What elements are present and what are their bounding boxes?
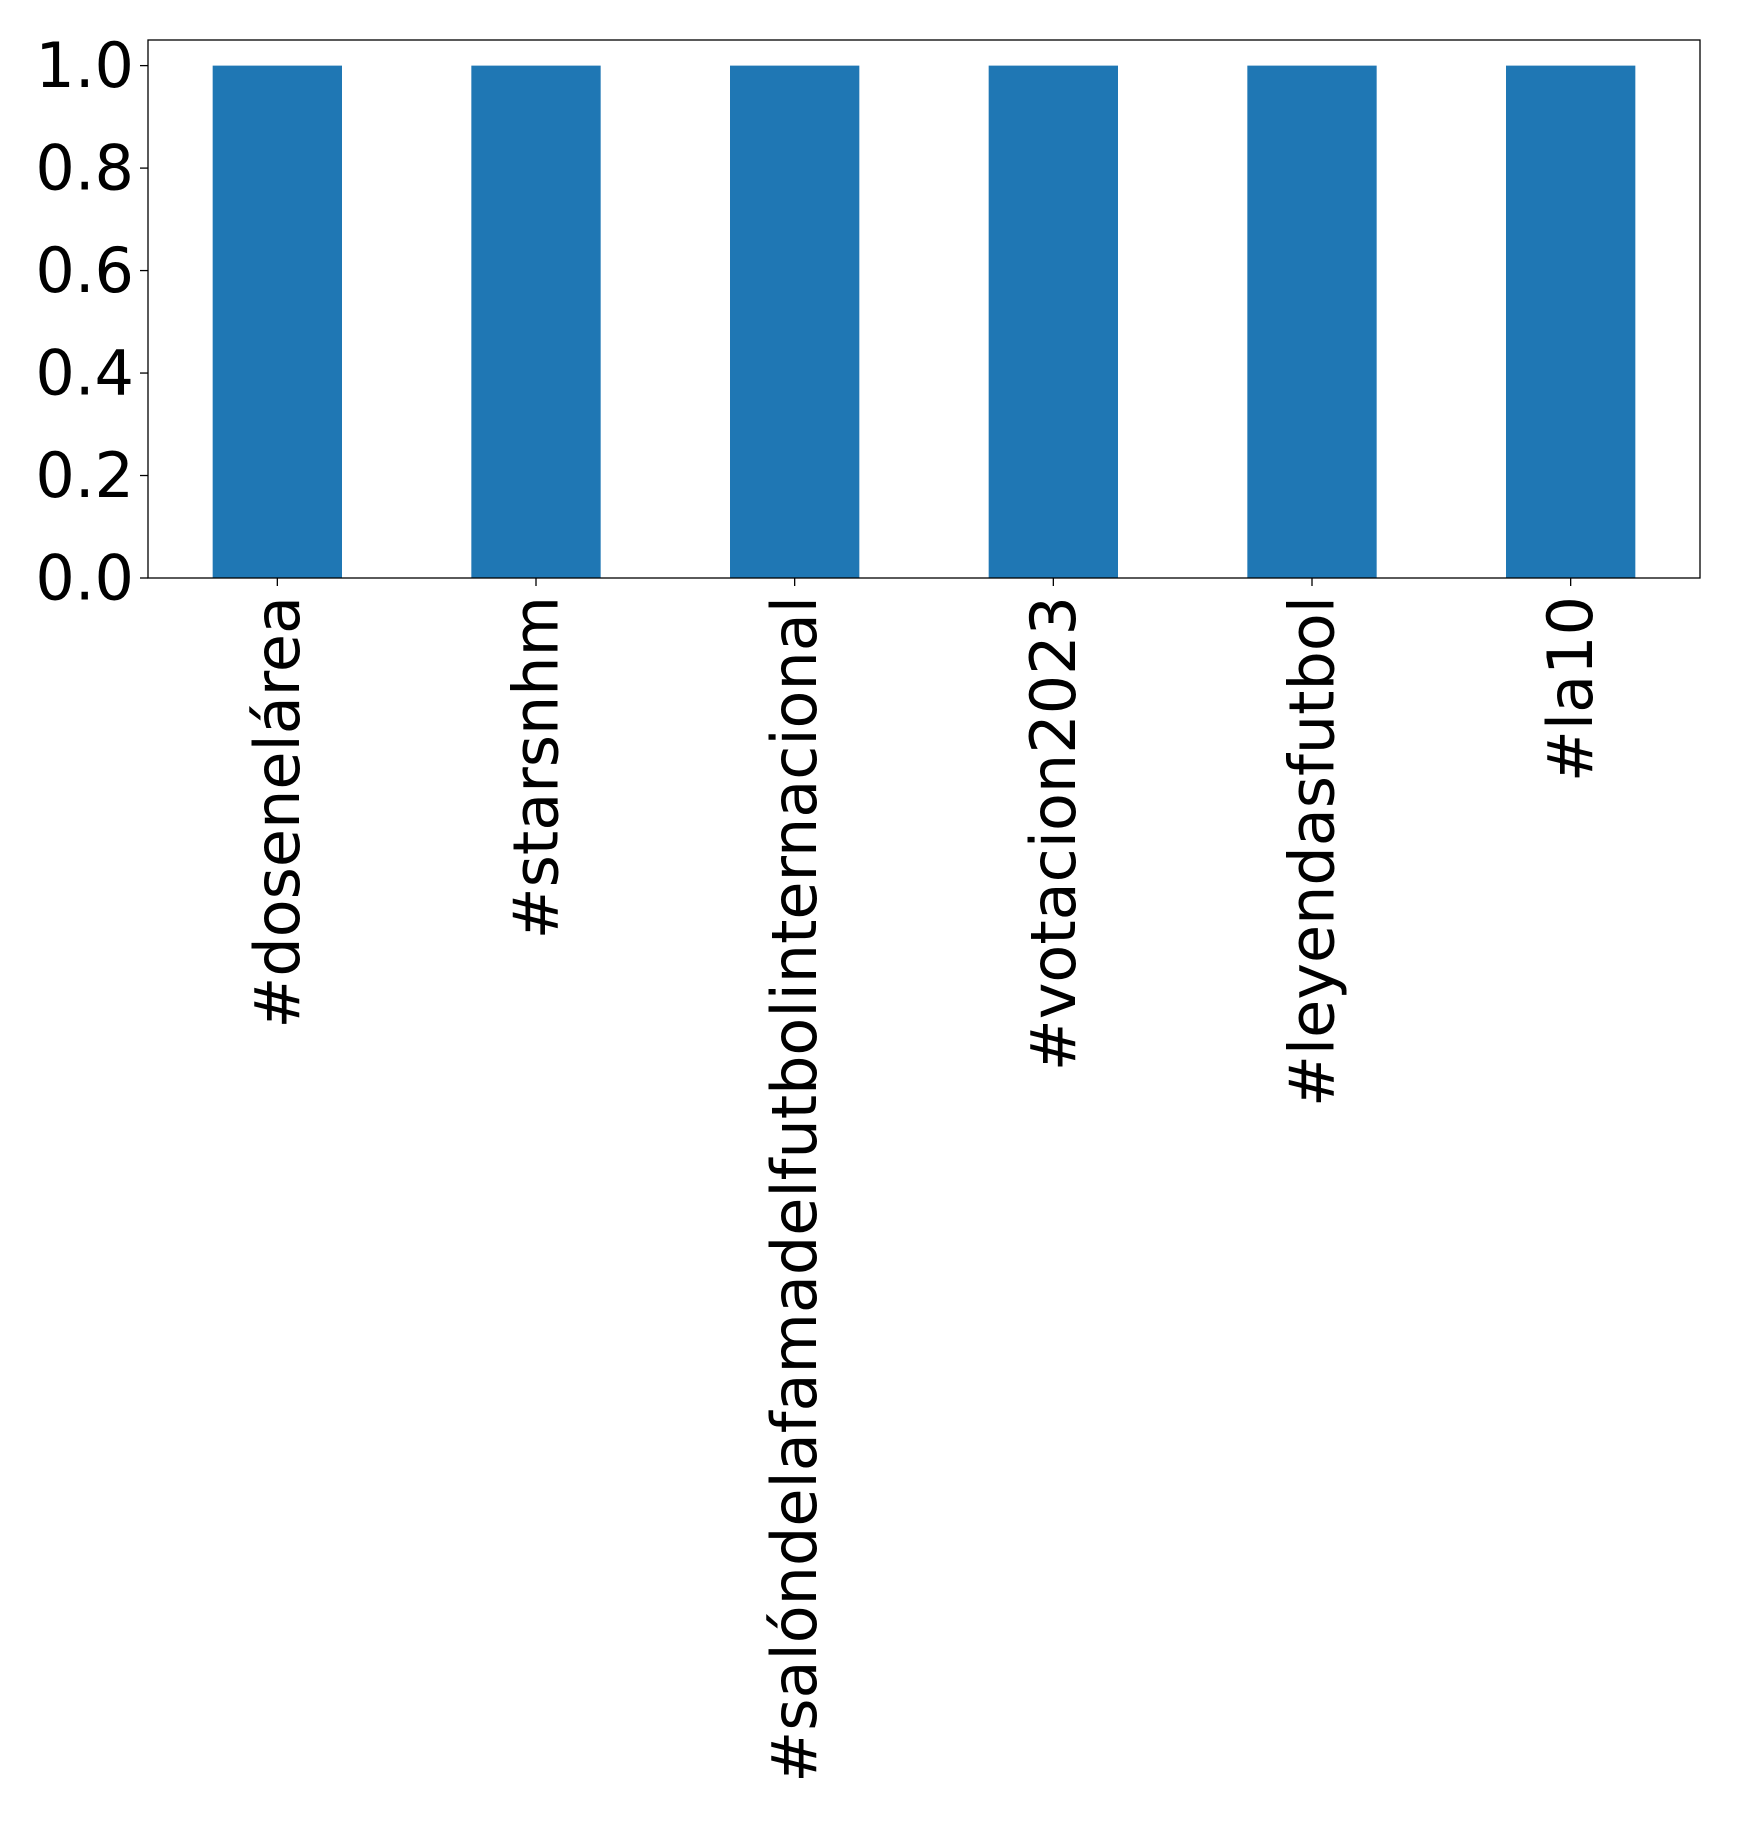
- axes-layer: [147, 39, 1701, 579]
- plot-area: [148, 40, 1700, 578]
- axes-frame: [147, 39, 1701, 579]
- x-tick-label: #salóndelafamadelfutbolinternacional: [758, 596, 831, 1783]
- bar-2: [471, 65, 601, 579]
- x-ticks: #dosenelárea #starsnhm #salóndelafamadelfu…: [241, 578, 1607, 1783]
- bars-layer: [212, 65, 1636, 579]
- y-tick-label: 0.8: [35, 132, 134, 205]
- x-tick-label: #votacion2023: [1017, 596, 1090, 1071]
- y-tick-label: 0.2: [35, 439, 134, 512]
- x-tick-label: #starsnhm: [500, 596, 573, 939]
- bar-3: [730, 65, 860, 579]
- y-ticks: 0.0 0.2 0.4 0.6 0.8 1.0: [35, 29, 148, 615]
- y-tick-label: 0.6: [35, 234, 134, 307]
- bar-4: [988, 65, 1118, 579]
- y-tick-label: 0.4: [35, 337, 134, 410]
- y-tick-label: 0.0: [35, 542, 134, 615]
- bar-6: [1506, 65, 1636, 579]
- x-tick-label: #leyendasfutbol: [1276, 596, 1349, 1107]
- bar-5: [1247, 65, 1377, 579]
- y-tick-label: 1.0: [35, 29, 134, 102]
- x-tick-label: #la10: [1534, 596, 1607, 782]
- x-tick-label: #dosenelárea: [241, 596, 314, 1029]
- bar-1: [212, 65, 342, 579]
